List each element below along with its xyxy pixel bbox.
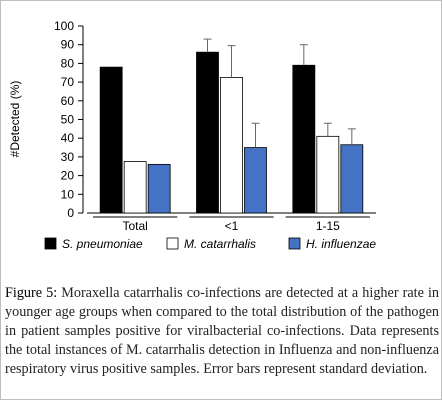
legend: S. pneumoniae M. catarrhalis H. influenzae	[44, 237, 376, 251]
x-category-label: Total	[122, 219, 147, 233]
bar	[244, 147, 267, 214]
bar	[123, 161, 147, 214]
legend-label: M. catarrhalis	[184, 237, 256, 251]
y-tick-label: 0	[67, 206, 74, 220]
legend-swatch	[288, 237, 301, 250]
legend-swatch	[44, 237, 57, 250]
bar	[220, 77, 243, 214]
y-tick-label: 20	[61, 169, 75, 183]
legend-label: H. influenzae	[306, 237, 376, 251]
bar	[292, 64, 316, 214]
legend-swatch	[166, 237, 179, 250]
y-tick-label: 40	[61, 131, 75, 145]
bar	[99, 66, 123, 214]
error-bars	[203, 38, 356, 148]
bar	[340, 144, 364, 214]
y-axis-title: #Detected (%)	[8, 81, 22, 158]
x-category-label: 1-15	[316, 219, 340, 233]
y-tick-label: 90	[61, 38, 75, 52]
y-tick-label: 30	[61, 150, 75, 164]
y-tick-label: 80	[61, 56, 75, 70]
bar-chart: 0 10 20 30 40 50 60 70 80 90 100 Total <1 1-15 S. pn…	[8, 19, 376, 251]
bars	[99, 51, 364, 214]
y-tick-label: 10	[61, 187, 75, 201]
x-category-label: <1	[225, 219, 239, 233]
y-tick-label: 70	[61, 75, 75, 89]
caption-text: Moraxella catarrhalis co-infections are …	[5, 285, 439, 377]
y-tick-label: 100	[54, 19, 74, 33]
figure-caption: Figure 5: Moraxella catarrhalis co-infec…	[5, 284, 439, 379]
legend-label: S. pneumoniae	[62, 237, 143, 251]
caption-label: Figure 5:	[5, 285, 58, 301]
bar	[147, 163, 171, 214]
bar	[316, 135, 340, 214]
y-tick-label: 50	[61, 113, 75, 127]
y-tick-label: 60	[61, 94, 75, 108]
x-axis: Total <1 1-15	[87, 212, 376, 233]
bar	[196, 51, 219, 214]
y-axis: 0 10 20 30 40 50 60 70 80 90 100	[54, 19, 84, 220]
